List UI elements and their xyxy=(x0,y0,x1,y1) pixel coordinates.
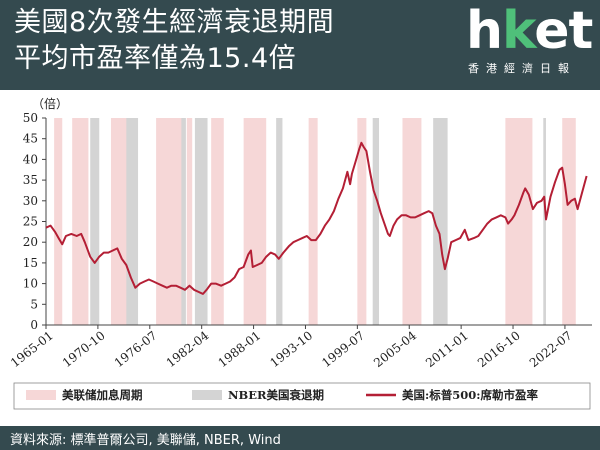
x-tick-label-1: 1970-10 xyxy=(60,328,108,370)
legend-box xyxy=(13,382,591,410)
nber-recession-band-7 xyxy=(543,118,546,325)
legend-label-fed: 美联储加息周期 xyxy=(62,388,143,402)
nber-recession-band-4 xyxy=(276,118,283,325)
legend-swatch-nber xyxy=(192,390,222,400)
x-tick-label-0: 1965-01 xyxy=(8,328,56,370)
fed-hike-band-3 xyxy=(156,118,184,325)
source-note: 資料來源: 標準普爾公司, 美聯儲, NBER, Wind xyxy=(10,433,281,448)
series-line-0 xyxy=(45,141,588,295)
y-tick-label-3: 15 xyxy=(23,256,38,270)
nber-recession-band-2 xyxy=(181,118,186,325)
nber-recession-band-5 xyxy=(372,118,380,325)
legend-label-line: 美国:标普500:席勒市盈率 xyxy=(402,388,538,402)
pe-ratio-chart: 0 5 10 15 20 25 30 35 40 45 50（倍） 1965-01 1970-10 197… xyxy=(8,96,592,410)
legend-swatch-fed xyxy=(26,390,56,400)
nber-recession-band-1 xyxy=(126,118,139,325)
x-tick-label-10: 2022-07 xyxy=(527,328,575,370)
nber-recession-band-0 xyxy=(90,118,100,325)
nber-recession-band-6 xyxy=(433,118,448,325)
x-tick-label-7: 2005-04 xyxy=(371,328,419,370)
y-tick-label-1: 5 xyxy=(30,297,38,311)
fed-hike-band-0 xyxy=(54,118,63,325)
x-tick-label-5: 1993-10 xyxy=(267,328,315,370)
logo-subtitle: 香港經濟日報 xyxy=(468,62,576,75)
logo-wordmark: hket xyxy=(466,1,593,61)
y-tick-label-5: 25 xyxy=(23,215,38,229)
nber-recession-band-3 xyxy=(194,118,208,325)
hket-logo[interactable]: hket 香港經濟日報 xyxy=(446,0,600,90)
y-tick-label-4: 20 xyxy=(23,235,38,249)
x-tick-label-6: 1999-07 xyxy=(319,328,367,370)
x-tick-label-3: 1982-04 xyxy=(164,328,212,370)
y-tick-label-10: 50 xyxy=(23,111,38,125)
fed-hike-band-11 xyxy=(562,118,576,325)
x-tick-label-8: 2011-01 xyxy=(423,328,471,370)
header-banner: 美國8次發生經濟衰退期間 平均市盈率僅為15.4倍 hket 香港經濟日報 xyxy=(0,0,600,90)
logo-k: k xyxy=(502,1,535,61)
x-tick-label-9: 2016-10 xyxy=(475,328,523,370)
legend-label-nber: NBER美国衰退期 xyxy=(228,388,324,402)
fed-hike-band-5 xyxy=(211,118,224,325)
fed-hike-band-7 xyxy=(308,118,318,325)
fed-hike-band-9 xyxy=(402,118,422,325)
y-tick-label-2: 10 xyxy=(23,277,38,291)
logo-h: h xyxy=(466,1,503,61)
y-tick-label-0: 0 xyxy=(30,318,38,332)
logo-et: et xyxy=(534,1,593,61)
fed-hike-band-6 xyxy=(243,118,267,325)
y-tick-label-7: 35 xyxy=(23,173,38,187)
fed-hike-band-4 xyxy=(186,118,193,325)
x-tick-label-2: 1976-07 xyxy=(112,328,160,370)
y-tick-label-8: 40 xyxy=(23,152,38,166)
y-tick-label-9: 45 xyxy=(23,132,38,146)
y-unit-label: （倍） xyxy=(32,96,68,111)
chart-area: 0 5 10 15 20 25 30 35 40 45 50 （倍） 1965-01 1970-10 197… xyxy=(0,90,600,420)
footer-bar: 資料來源: 標準普爾公司, 美聯儲, NBER, Wind xyxy=(0,426,600,450)
x-tick-label-4: 1988-01 xyxy=(215,328,263,370)
y-tick-label-6: 30 xyxy=(23,194,38,208)
fed-hike-band-1 xyxy=(72,118,89,325)
title-line-1: 美國8次發生經濟衰退期間 xyxy=(14,7,335,38)
fed-hike-band-8 xyxy=(357,118,367,325)
title-line-2: 平均市盈率僅為15.4倍 xyxy=(14,43,297,74)
